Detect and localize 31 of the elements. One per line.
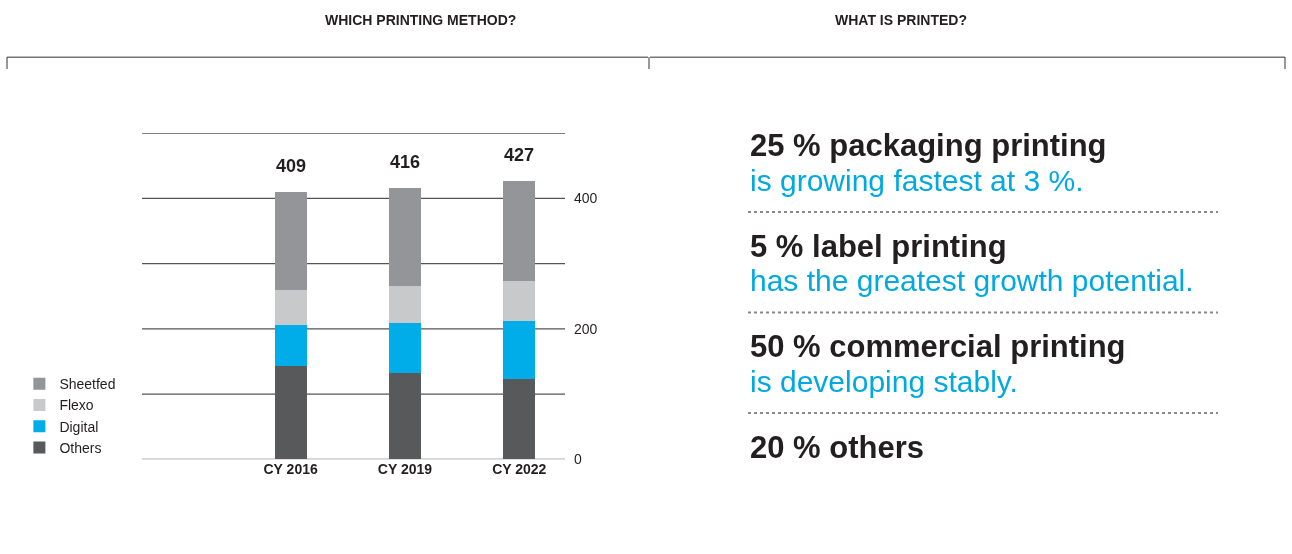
text: is growing fastest at 3 %. <box>750 164 1084 197</box>
text: is developing stably. <box>750 365 1018 398</box>
bar <box>388 286 421 323</box>
text: WHAT IS PRINTED? <box>835 12 967 28</box>
bar <box>503 180 536 281</box>
bar <box>274 192 307 291</box>
text: 20 % others <box>750 430 925 465</box>
total-label: 409 <box>276 156 307 176</box>
x-tick-label: CY 2022 <box>492 461 547 478</box>
bar <box>274 290 307 325</box>
legend-label: Digital <box>59 418 99 435</box>
legend-label: Flexo <box>59 397 94 414</box>
legend-label: Sheetfed <box>59 376 116 393</box>
text: 50 % commercial printing <box>750 329 1126 364</box>
bar <box>503 280 536 321</box>
text: 5 % label printing <box>750 229 1007 264</box>
x-tick-label: CY 2019 <box>377 461 433 478</box>
legend-label: Others <box>59 439 102 456</box>
y-tick-label: 400 <box>574 190 598 207</box>
total-label: 416 <box>390 152 421 172</box>
total-label: 427 <box>504 145 535 165</box>
bar <box>503 320 536 380</box>
y-tick-label: 0 <box>574 451 582 468</box>
text: has the greatest growth potential. <box>750 264 1194 297</box>
chart-title: WHICH PRINTING METHOD? <box>325 12 517 28</box>
x-tick-label: CY 2016 <box>263 461 318 478</box>
text: 25 % packaging printing <box>750 128 1107 163</box>
bar <box>274 324 307 366</box>
bar <box>388 187 421 287</box>
bar <box>388 322 421 374</box>
y-tick-label: 200 <box>574 320 598 337</box>
